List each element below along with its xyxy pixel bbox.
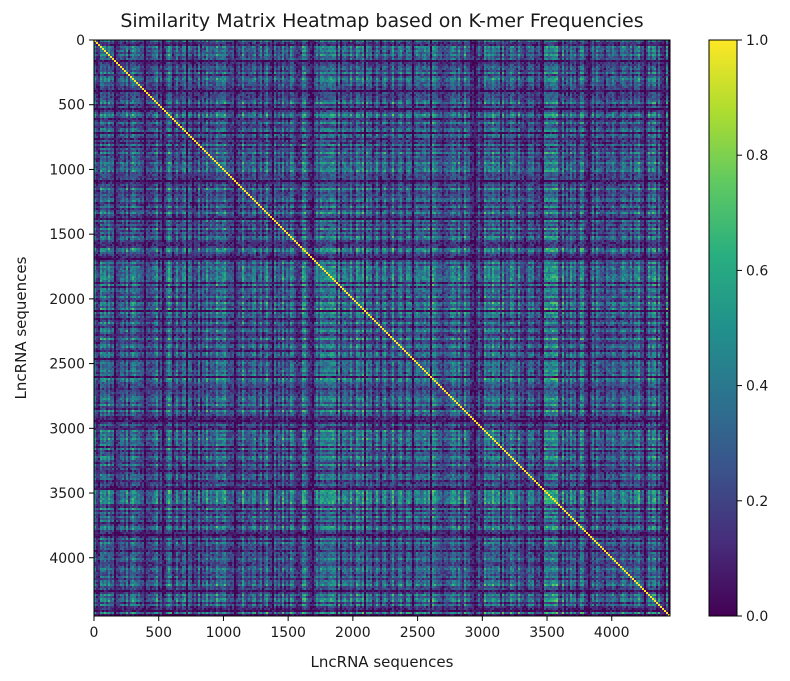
x-tick-label: 2500 — [400, 625, 436, 641]
colorbar-tick-label: 0.8 — [746, 148, 768, 164]
colorbar-ticks: 0.0 0.2 0.4 0.6 0.8 1.0 — [737, 33, 768, 625]
y-tick-label: 2000 — [49, 292, 85, 308]
y-axis-label: LncRNA sequences — [12, 256, 30, 399]
x-tick-label: 1500 — [270, 625, 306, 641]
y-tick-label: 3500 — [49, 486, 85, 502]
heatmap-image — [94, 40, 670, 616]
y-tick-label: 2500 — [49, 357, 85, 373]
y-tick-label: 4000 — [49, 551, 85, 567]
colorbar-tick-label: 0.0 — [746, 609, 768, 625]
colorbar-tick-label: 0.6 — [746, 263, 768, 279]
x-tick-label: 500 — [145, 625, 172, 641]
x-tick-label: 3000 — [464, 625, 500, 641]
y-tick-label: 500 — [58, 98, 85, 114]
colorbar-tick-label: 1.0 — [746, 33, 768, 49]
x-axis: 0 500 1000 1500 2000 2500 3000 3500 4000 — [90, 616, 630, 641]
y-tick-label: 1000 — [49, 162, 85, 178]
plot-frame — [93, 39, 671, 617]
x-axis-label: LncRNA sequences — [311, 653, 454, 671]
colorbar-tick-label: 0.4 — [746, 379, 768, 395]
x-tick-label: 4000 — [594, 625, 630, 641]
colorbar-tick-label: 0.2 — [746, 494, 768, 510]
x-tick-label: 2000 — [335, 625, 371, 641]
chart-title: Similarity Matrix Heatmap based on K-mer… — [120, 10, 643, 32]
heatmap-area — [93, 39, 671, 617]
y-axis: 0 500 1000 1500 2000 2500 3000 3500 4000 — [49, 33, 94, 567]
x-tick-label: 3500 — [529, 625, 565, 641]
y-tick-label: 1500 — [49, 227, 85, 243]
colorbar-gradient — [708, 39, 738, 617]
x-tick-label: 0 — [90, 625, 99, 641]
colorbar: 0.0 0.2 0.4 0.6 0.8 1.0 — [708, 33, 768, 625]
x-tick-label: 1000 — [206, 625, 242, 641]
y-tick-label: 0 — [76, 33, 85, 49]
y-tick-label: 3000 — [49, 421, 85, 437]
